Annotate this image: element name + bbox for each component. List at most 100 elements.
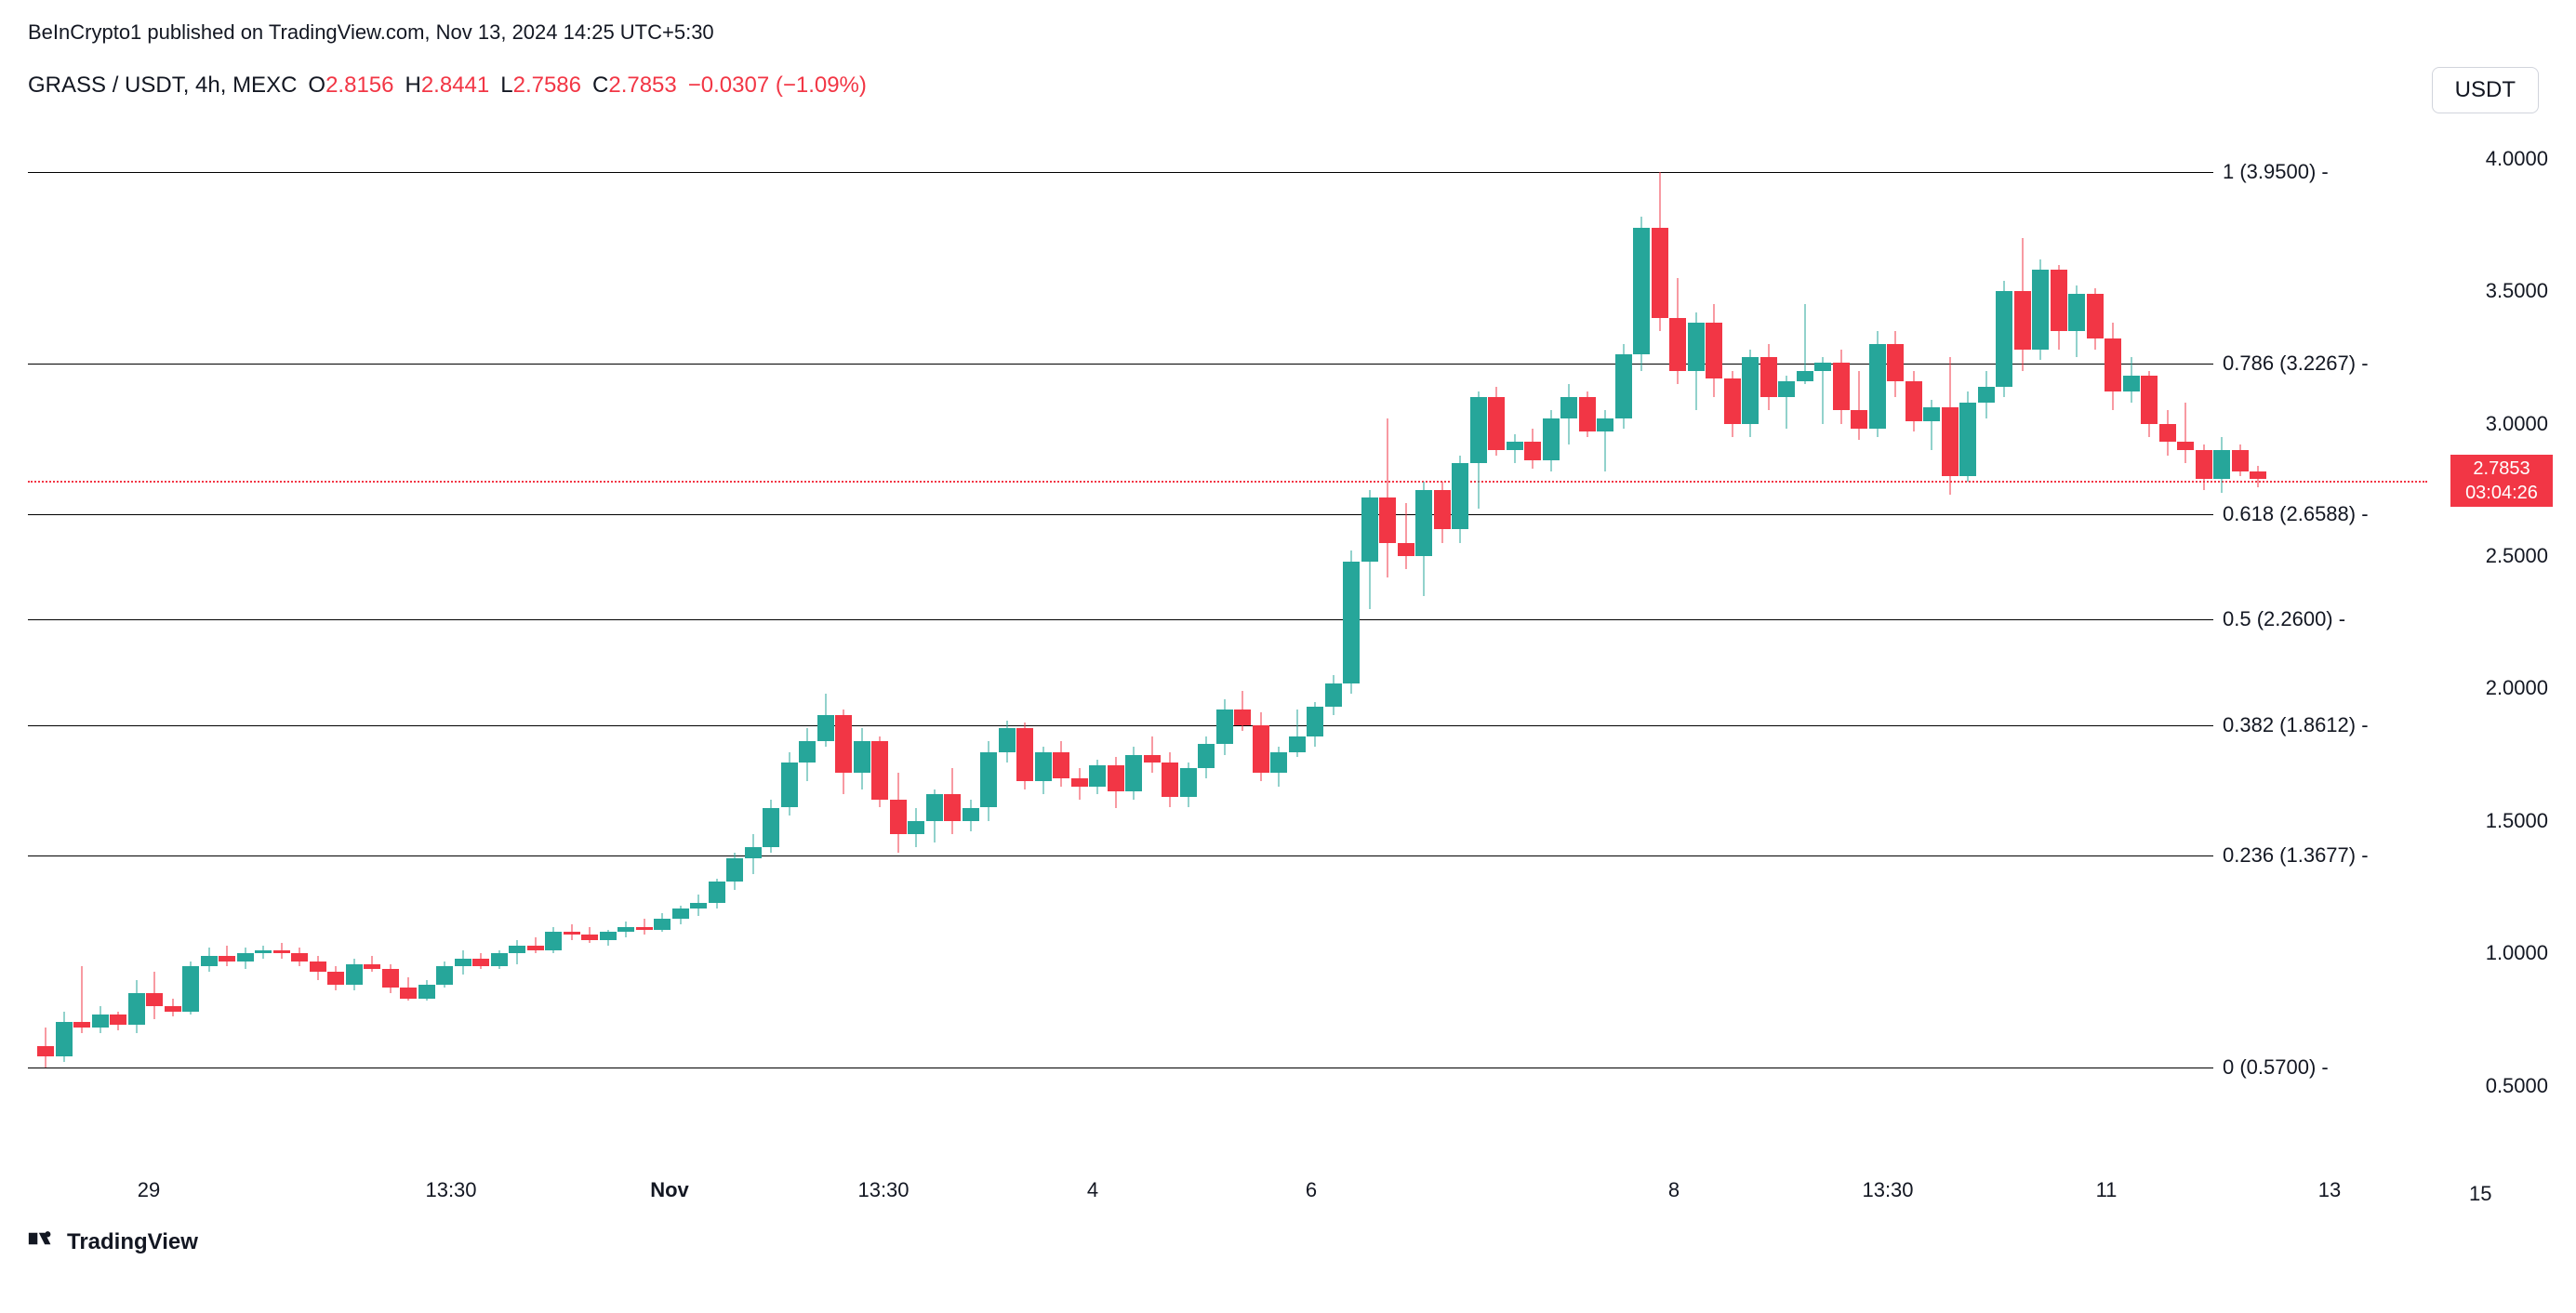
- candle: [854, 119, 870, 1165]
- candle: [581, 119, 598, 1165]
- candle: [1923, 119, 1940, 1165]
- candle: [2105, 119, 2121, 1165]
- candle: [455, 119, 471, 1165]
- candle: [201, 119, 218, 1165]
- candle: [1579, 119, 1596, 1165]
- candle: [1560, 119, 1577, 1165]
- candle: [182, 119, 199, 1165]
- x-tick-label: Nov: [650, 1178, 689, 1202]
- x-tick-label: 13:30: [1862, 1178, 1913, 1202]
- candle: [799, 119, 816, 1165]
- candle: [1108, 119, 1124, 1165]
- candle: [1488, 119, 1505, 1165]
- candle: [1652, 119, 1668, 1165]
- y-tick-label: 3.5000: [2486, 279, 2548, 303]
- candle: [1035, 119, 1052, 1165]
- candle: [2213, 119, 2230, 1165]
- candle: [1851, 119, 1867, 1165]
- candle: [2196, 119, 2212, 1165]
- candle: [1398, 119, 1414, 1165]
- candle: [56, 119, 73, 1165]
- candle: [165, 119, 181, 1165]
- candle: [382, 119, 399, 1165]
- candle: [2141, 119, 2158, 1165]
- candle: [2123, 119, 2140, 1165]
- candle: [617, 119, 634, 1165]
- candle: [146, 119, 163, 1165]
- candle: [963, 119, 979, 1165]
- candle: [1434, 119, 1451, 1165]
- candle: [472, 119, 489, 1165]
- candle: [346, 119, 363, 1165]
- candle: [1778, 119, 1795, 1165]
- candle: [491, 119, 508, 1165]
- candle: [1253, 119, 1269, 1165]
- candle: [2232, 119, 2249, 1165]
- symbol-row: GRASS / USDT, 4h, MEXC O2.8156 H2.8441 L…: [28, 73, 867, 99]
- candle: [1162, 119, 1178, 1165]
- candle: [1071, 119, 1088, 1165]
- candle: [726, 119, 743, 1165]
- candle: [1234, 119, 1251, 1165]
- candle: [1688, 119, 1705, 1165]
- footer-brand-text: TradingView: [67, 1229, 198, 1255]
- close-value: 2.7853: [608, 73, 676, 98]
- candle: [1089, 119, 1106, 1165]
- candlestick-chart[interactable]: 4.00003.50003.00002.50002.00001.50001.00…: [28, 119, 2427, 1165]
- candle: [1507, 119, 1523, 1165]
- candle: [1833, 119, 1850, 1165]
- candle: [1724, 119, 1741, 1165]
- candle: [1270, 119, 1287, 1165]
- candle: [1797, 119, 1813, 1165]
- candle: [1959, 119, 1976, 1165]
- y-tick-label: 1.5000: [2486, 809, 2548, 833]
- candle: [1307, 119, 1323, 1165]
- candle: [2250, 119, 2266, 1165]
- candle: [2068, 119, 2085, 1165]
- candle: [1706, 119, 1722, 1165]
- candle: [1669, 119, 1686, 1165]
- candle: [636, 119, 653, 1165]
- candle: [37, 119, 54, 1165]
- candle: [926, 119, 943, 1165]
- x-tick-label: 8: [1668, 1178, 1680, 1202]
- candle: [1996, 119, 2012, 1165]
- candle: [1633, 119, 1650, 1165]
- candle: [273, 119, 290, 1165]
- candle: [980, 119, 997, 1165]
- candle: [436, 119, 453, 1165]
- x-tick-label: 6: [1306, 1178, 1317, 1202]
- candle: [1470, 119, 1487, 1165]
- candle: [400, 119, 417, 1165]
- candle: [509, 119, 525, 1165]
- candle: [1415, 119, 1432, 1165]
- y-tick-label: 2.5000: [2486, 544, 2548, 568]
- candle: [110, 119, 126, 1165]
- candle: [1615, 119, 1632, 1165]
- candle: [672, 119, 689, 1165]
- candle: [1216, 119, 1233, 1165]
- open-value: 2.8156: [325, 73, 393, 98]
- currency-badge[interactable]: USDT: [2432, 67, 2539, 113]
- candle: [1742, 119, 1759, 1165]
- candle: [1978, 119, 1995, 1165]
- y-tick-label: 0.5000: [2486, 1074, 2548, 1098]
- candle: [908, 119, 924, 1165]
- candle: [2032, 119, 2049, 1165]
- candle: [327, 119, 344, 1165]
- candle: [92, 119, 109, 1165]
- y-tick-label: 1.0000: [2486, 941, 2548, 965]
- candle: [944, 119, 961, 1165]
- candle: [1198, 119, 1215, 1165]
- o-label: O: [308, 73, 325, 98]
- x-tick-label: 13: [2318, 1178, 2341, 1202]
- candle: [871, 119, 888, 1165]
- candle: [291, 119, 308, 1165]
- x-tick-label: 15: [2469, 1182, 2491, 1313]
- candle: [2087, 119, 2104, 1165]
- y-tick-label: 3.0000: [2486, 412, 2548, 436]
- candle: [1289, 119, 1306, 1165]
- candle: [654, 119, 671, 1165]
- candle: [2051, 119, 2067, 1165]
- candle: [817, 119, 834, 1165]
